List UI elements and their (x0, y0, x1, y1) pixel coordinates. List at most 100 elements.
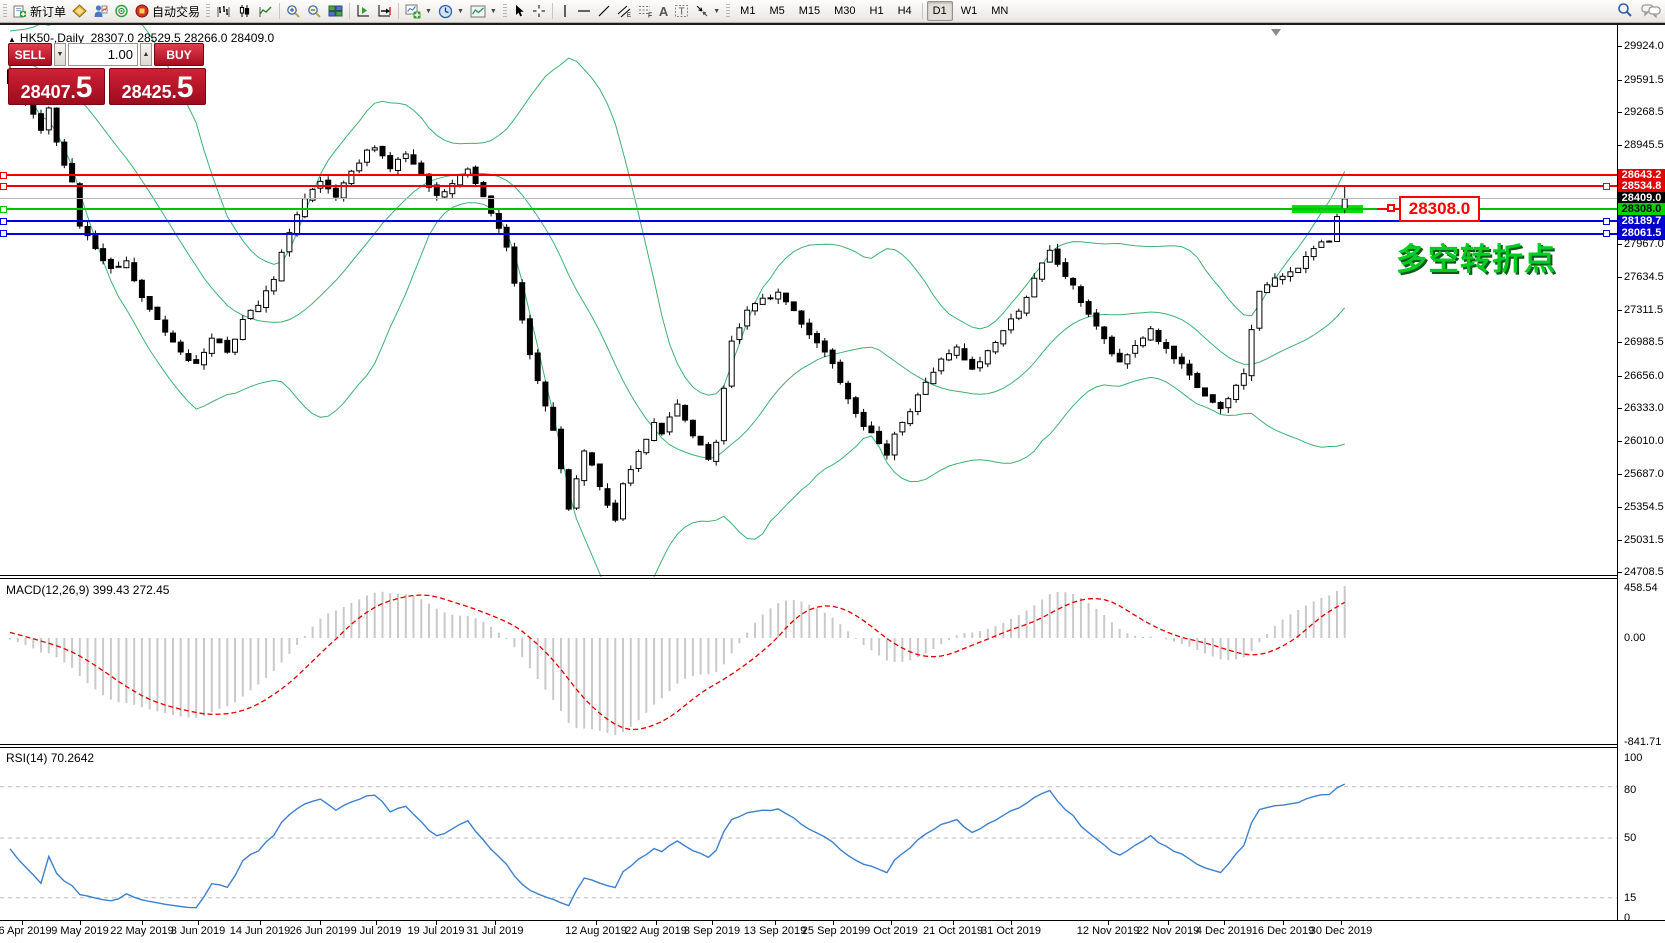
time-axis-label: 19 Jul 2019 (407, 925, 465, 937)
timeframe-button-M1[interactable]: M1 (740, 5, 756, 17)
time-axis-label: 14 Jun 2019 (229, 925, 291, 937)
text-label-button[interactable]: T (671, 1, 692, 21)
cursor-button[interactable] (510, 1, 529, 21)
volume-decrease-spinner[interactable]: ▼ (54, 43, 66, 66)
horizontal-line-28534.8[interactable] (0, 185, 1617, 188)
candlestick-button[interactable] (234, 1, 255, 21)
rsi-indicator-label: RSI(14) 70.2642 (6, 751, 95, 765)
zoom-in-button[interactable] (283, 1, 304, 21)
fibonacci-button[interactable]: F (635, 1, 656, 21)
line-handle[interactable] (0, 205, 7, 213)
chart-ohlc-values: 28307.0 28529.5 28266.0 28409.0 (90, 31, 275, 45)
timeframe-button-M30[interactable]: M30 (834, 5, 856, 17)
navigator-button[interactable] (111, 1, 132, 21)
macd-pane-canvas[interactable] (0, 580, 1617, 744)
zoom-out-button[interactable] (304, 1, 325, 21)
line-chart-button[interactable] (255, 1, 276, 21)
time-tick (260, 921, 261, 925)
horizontal-line-button[interactable] (574, 1, 594, 21)
horizontal-line-28061.5[interactable] (0, 232, 1617, 235)
price-chart-canvas[interactable] (0, 25, 1617, 577)
line-handle[interactable] (0, 230, 7, 238)
candle-body (837, 361, 844, 383)
candle-body (581, 450, 588, 482)
chart-shift-marker-icon[interactable] (1271, 29, 1281, 36)
new-order-label: 新订单 (30, 4, 67, 19)
candle-body (658, 422, 665, 435)
bollinger-middle-band[interactable] (9, 55, 1346, 459)
auto-scroll-icon (378, 5, 391, 17)
text-button[interactable]: A (658, 3, 669, 19)
sell-price-display[interactable]: 28407. 5 (8, 68, 105, 105)
buy-button[interactable]: BUY (154, 43, 204, 66)
bollinger-upper-band[interactable] (9, 25, 1346, 396)
price-level-badge: 28189.7 (1618, 214, 1665, 228)
periods-button[interactable]: ▼ (435, 1, 467, 21)
line-handle[interactable] (0, 182, 7, 190)
timeframe-button-M15[interactable]: M15 (798, 5, 821, 17)
timeframe-button-H4[interactable]: H4 (897, 5, 912, 17)
candle-body (232, 338, 238, 353)
search-icon[interactable] (1617, 2, 1633, 18)
vertical-line-button[interactable] (556, 1, 574, 21)
candle-body (1062, 262, 1069, 277)
price-tick (1617, 46, 1622, 47)
symbols-button[interactable] (69, 1, 90, 21)
timeframe-button-MN[interactable]: MN (991, 5, 1009, 17)
chart-shift-button[interactable] (353, 1, 374, 21)
line-handle[interactable] (0, 217, 7, 225)
candle-body (1233, 384, 1240, 400)
sell-button[interactable]: SELL (8, 43, 52, 66)
bollinger-lower-band[interactable] (9, 80, 1345, 577)
candle-body (61, 141, 68, 166)
trendline-button[interactable] (594, 1, 614, 21)
callout-handle[interactable] (1387, 204, 1395, 212)
volume-input[interactable]: 1.00 (68, 43, 138, 66)
candle-body (1171, 345, 1177, 360)
line-handle[interactable] (1603, 217, 1610, 225)
candle-body (1085, 301, 1092, 315)
new-order-button[interactable]: 新订单 (10, 1, 69, 21)
horizontal-line-28189.7[interactable] (0, 220, 1617, 222)
auto-scroll-button[interactable] (374, 1, 395, 21)
time-tick (80, 921, 81, 925)
timeframe-button-W1[interactable]: W1 (960, 5, 978, 17)
horizontal-line-28409.0[interactable] (0, 198, 1617, 200)
price-tick (1617, 243, 1622, 245)
candle-body (193, 359, 200, 364)
candle-body (488, 195, 495, 214)
new-chart-button[interactable]: ▼ (402, 1, 435, 21)
candle-body (201, 351, 207, 366)
pane-separator[interactable] (0, 744, 1617, 748)
crosshair-button[interactable] (529, 1, 549, 21)
equidistant-channel-button[interactable]: E (614, 1, 635, 21)
bar-chart-button[interactable] (213, 1, 234, 21)
timeframe-button-H1[interactable]: H1 (869, 5, 884, 17)
volume-increase-spinner[interactable]: ▲ (140, 43, 152, 66)
arrows-button[interactable]: ▼ (692, 1, 723, 21)
timeframe-button-D1[interactable]: D1 (926, 1, 953, 21)
timeframe-button-M5[interactable]: M5 (769, 5, 785, 17)
price-callout-label[interactable]: 28308.0 (1399, 196, 1480, 222)
time-tick (712, 921, 713, 925)
rsi-pane-canvas[interactable] (0, 748, 1617, 920)
horizontal-line-28308.0[interactable] (0, 208, 1617, 211)
market-watch-button[interactable] (90, 1, 111, 21)
collapse-arrow-icon[interactable]: ▲ (8, 35, 16, 44)
buy-price-display[interactable]: 28425. 5 (109, 68, 206, 105)
candle-body (1077, 286, 1084, 304)
annotation-note-text[interactable]: 多空转折点 (1396, 242, 1556, 277)
line-handle[interactable] (1603, 182, 1610, 190)
pane-separator[interactable] (0, 575, 1617, 579)
cursor-icon (515, 5, 524, 17)
autotrading-button[interactable]: 自动交易 (132, 1, 203, 21)
templates-button[interactable]: ▼ (467, 1, 500, 21)
price-tick (1617, 375, 1622, 377)
chat-icon[interactable] (1641, 3, 1661, 18)
time-axis-label: 16 Dec 2019 (1251, 925, 1315, 937)
line-handle[interactable] (0, 171, 7, 179)
tile-windows-button[interactable] (325, 1, 346, 21)
horizontal-line-28643.2[interactable] (0, 174, 1617, 177)
line-handle[interactable] (1603, 230, 1610, 238)
